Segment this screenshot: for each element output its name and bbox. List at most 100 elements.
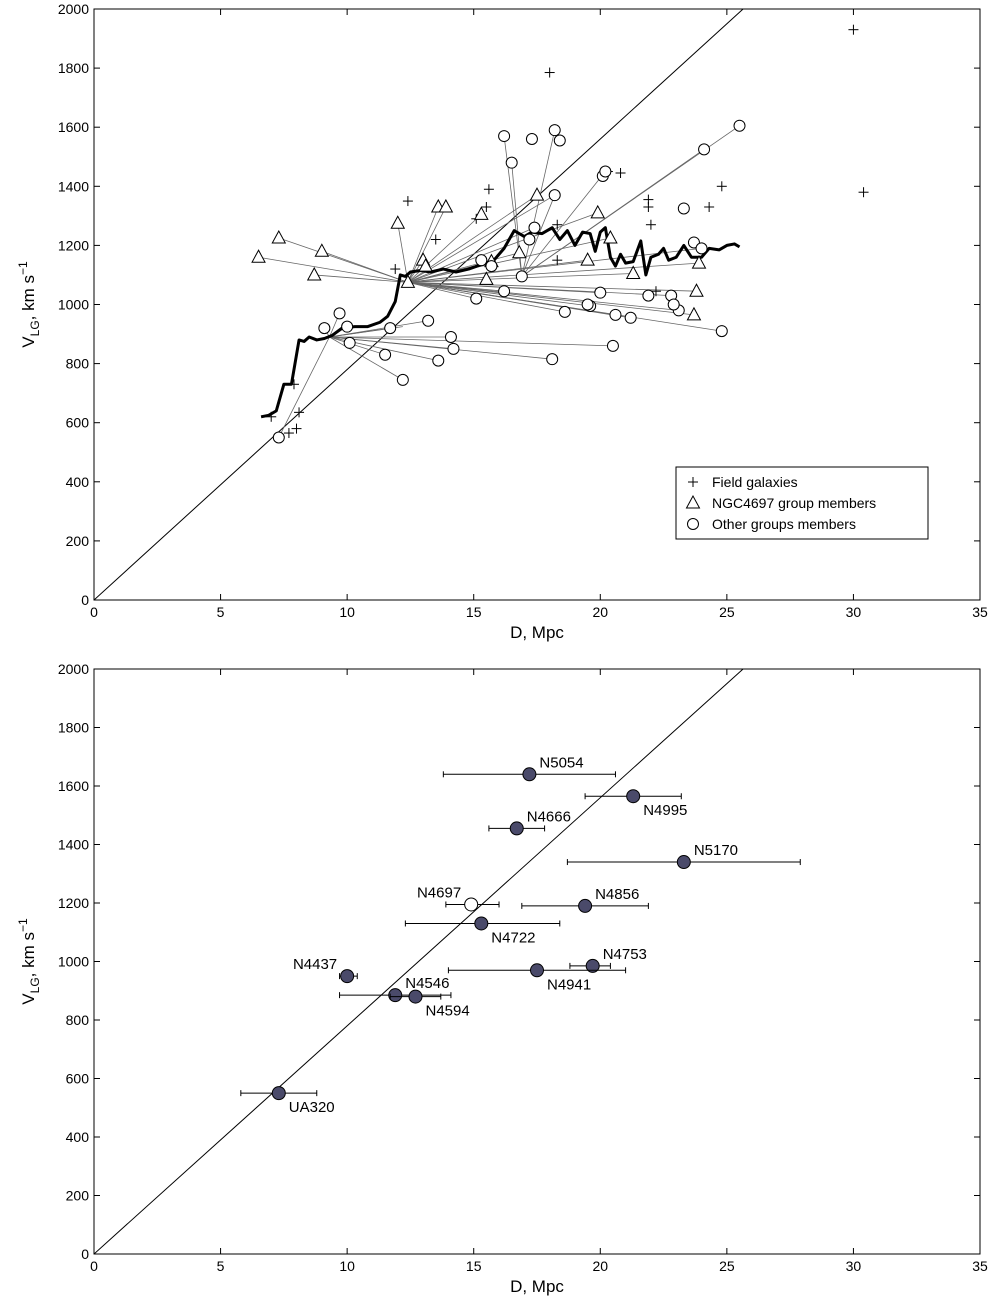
group-connector-line [407, 281, 694, 316]
group-connector-line [329, 336, 553, 360]
other-group-member-point [624, 311, 637, 324]
other-group-member-point [318, 322, 331, 335]
y-axis-label-tail: , km s [19, 275, 38, 320]
y-tick-label: 0 [81, 1246, 89, 1262]
hubble-reference-line [94, 669, 744, 1254]
group-connector-line [278, 336, 330, 438]
x-tick-label: 0 [90, 1258, 98, 1274]
group-connector-line [407, 281, 505, 292]
legend-triangle-marker [685, 494, 701, 509]
group-label: N4697 [417, 884, 461, 901]
y-tick-label: 2000 [58, 661, 89, 677]
group-point [388, 988, 403, 1003]
y-axis-label: VLG, km s−1 [16, 261, 42, 348]
group-point [340, 969, 355, 984]
other-group-member-point [642, 289, 655, 302]
other-group-member-point [594, 286, 607, 299]
group-connector-line [521, 149, 705, 277]
other-group-member-point [333, 307, 346, 320]
other-group-member-point [475, 254, 488, 267]
group-connector-line [521, 130, 556, 277]
ngc4697-member-point [511, 244, 527, 259]
other-group-member-point [667, 298, 680, 311]
group-connector-line [521, 195, 556, 277]
ngc4697-member-point [625, 265, 641, 279]
x-tick-label: 25 [719, 604, 735, 620]
y-tick-label: 2000 [58, 1, 89, 17]
x-axis-label: D, Mpc [510, 1277, 564, 1296]
other-group-member-point [379, 348, 392, 361]
group-label: N4941 [547, 976, 591, 993]
other-group-member-point [546, 353, 559, 366]
other-group-member-point [515, 270, 528, 283]
group-connector-line [329, 336, 386, 356]
y-tick-label: 200 [66, 533, 90, 549]
y-tick-label: 1000 [58, 297, 89, 313]
other-group-member-point [523, 233, 536, 246]
other-group-member-point [715, 325, 728, 338]
group-label: N4722 [491, 929, 535, 946]
group-connector-line [329, 320, 429, 338]
group-label: UA320 [289, 1099, 335, 1116]
ngc4697-member-point [271, 229, 287, 244]
ngc4697-member-point [314, 243, 330, 257]
ngc4697-member-point [603, 229, 618, 244]
x-tick-label: 30 [846, 604, 862, 620]
y-tick-label: 1200 [58, 895, 89, 911]
y-tick-label: 1200 [58, 237, 89, 253]
group-connector-line [314, 274, 408, 283]
legend-entry-label: Field galaxies [712, 474, 798, 490]
other-group-member-point [548, 124, 561, 137]
group-point [474, 916, 489, 931]
y-tick-label: 0 [81, 592, 89, 608]
y-tick-label: 200 [66, 1188, 90, 1204]
ngc4697-member-point [306, 266, 322, 281]
group-connector-line [329, 336, 613, 347]
x-tick-label: 10 [339, 604, 355, 620]
group-label: N5054 [539, 754, 583, 771]
group-point [585, 958, 600, 973]
x-tick-label: 15 [466, 1258, 482, 1274]
x-tick-label: 10 [339, 1258, 355, 1274]
y-axis-label: VLG, km s−1 [16, 918, 42, 1005]
group-point [509, 821, 524, 836]
group-label: N4995 [643, 802, 687, 819]
group-connector-line [321, 250, 409, 283]
group-connector-line [407, 281, 565, 313]
legend-circle-marker [687, 518, 699, 530]
y-tick-label: 1400 [58, 837, 89, 853]
group-point [408, 989, 423, 1004]
legend-entry-label: NGC4697 group members [712, 495, 876, 511]
y-tick-label: 1400 [58, 178, 89, 194]
group-label: N4546 [405, 975, 449, 992]
y-tick-label: 400 [66, 474, 90, 490]
ngc4697-member-point [400, 274, 416, 288]
other-group-member-point [581, 298, 594, 311]
x-tick-label: 35 [972, 604, 988, 620]
other-group-member-point [677, 202, 690, 215]
other-group-member-point [470, 292, 483, 305]
bottom-panel: 0 5 10 15 20 25 30 35 0 200 400 600 800 1000 1200 1400 1… [16, 661, 988, 1296]
ngc4697-member-point [418, 258, 433, 272]
x-tick-label: 5 [217, 1258, 225, 1274]
x-axis-label: D, Mpc [510, 623, 564, 642]
other-group-member-point [548, 189, 561, 202]
y-tick-label: 1000 [58, 954, 89, 970]
y-axis-label-sup: −1 [16, 918, 30, 932]
x-tick-label: 20 [592, 604, 608, 620]
legend-box [675, 466, 929, 540]
y-tick-label: 1600 [58, 119, 89, 135]
group-label: N4753 [603, 946, 647, 963]
group-point [464, 897, 479, 912]
plot-frame [93, 668, 981, 1255]
y-axis-label-tail: , km s [19, 932, 38, 977]
group-connector-line [397, 223, 409, 283]
other-group-member-point [422, 314, 435, 327]
group-label: N4437 [293, 956, 337, 973]
other-group-member-point [606, 339, 619, 352]
group-label: N4594 [425, 1003, 469, 1020]
other-group-member-point [609, 308, 622, 321]
group-connector-line [407, 281, 477, 299]
other-group-member-point [525, 133, 538, 146]
